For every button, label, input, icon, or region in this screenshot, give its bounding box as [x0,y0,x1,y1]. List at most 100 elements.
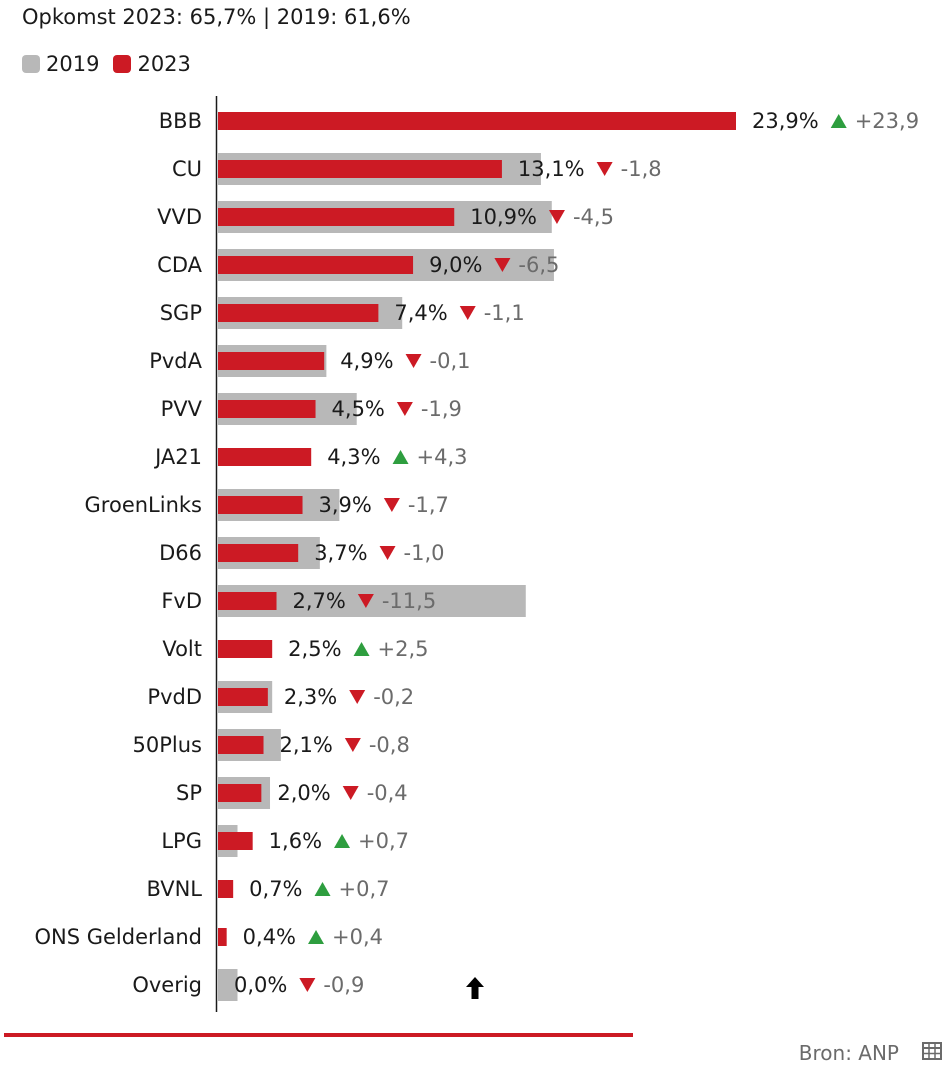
change-label-bvnl: +0,7 [339,877,390,901]
change-label-sp: -0,4 [367,781,408,805]
category-label-groenlinks: GroenLinks [85,493,202,517]
change-down-icon-d66 [379,546,396,560]
bar-2023-sgp [218,304,379,322]
category-label-50plus: 50Plus [133,733,202,757]
change-down-icon-groenlinks [383,498,400,512]
change-down-icon-cu [596,162,613,176]
bar-2023-sp [218,784,262,802]
bar-2023-volt [218,640,273,658]
value-label-pvda: 4,9% [340,349,393,373]
change-up-icon-volt [353,642,370,656]
category-label-sgp: SGP [160,301,202,325]
chart-subtitle: Opkomst 2023: 65,7% | 2019: 61,6% [22,5,411,29]
legend-item-2023[interactable]: 2023 [113,52,191,76]
value-label-vvd: 10,9% [470,205,537,229]
change-label-ons-gelderland: +0,4 [332,925,383,949]
value-label-cu: 13,1% [518,157,585,181]
change-up-icon-ons-gelderland [308,930,325,944]
bar-2023-pvdd [218,688,268,706]
change-down-icon-pvdd [349,690,366,704]
category-label-fvd: FvD [161,589,202,613]
bar-2023-d66 [218,544,299,562]
category-label-bvnl: BVNL [146,877,202,901]
change-down-icon-50plus [344,738,361,752]
legend-item-2019[interactable]: 2019 [22,52,99,76]
value-label-bvnl: 0,7% [249,877,302,901]
bottom-divider [4,1033,633,1037]
change-label-sgp: -1,1 [484,301,525,325]
category-label-cda: CDA [157,253,202,277]
change-down-icon-pvv [396,402,413,416]
change-label-d66: -1,0 [404,541,445,565]
value-label-bbb: 23,9% [752,109,819,133]
bar-2023-bbb [218,112,736,130]
bar-2023-ja21 [218,448,312,466]
change-label-pvv: -1,9 [421,397,462,421]
category-label-ja21: JA21 [153,445,202,469]
change-label-cu: -1,8 [621,157,662,181]
change-down-icon-overig [299,978,316,992]
change-label-pvda: -0,1 [430,349,471,373]
value-label-pvv: 4,5% [332,397,385,421]
value-label-groenlinks: 3,9% [319,493,372,517]
change-down-icon-sgp [459,306,476,320]
bar-2019-overig [218,969,238,1001]
table-icon[interactable] [922,1041,942,1061]
value-label-fvd: 2,7% [293,589,346,613]
value-label-lpg: 1,6% [269,829,322,853]
change-label-vvd: -4,5 [573,205,614,229]
change-down-icon-vvd [548,210,565,224]
change-label-50plus: -0,8 [369,733,410,757]
category-label-cu: CU [172,157,202,181]
category-label-vvd: VVD [157,205,202,229]
bar-2023-lpg [218,832,253,850]
legend-swatch-2019 [22,55,40,73]
category-label-volt: Volt [162,637,202,661]
value-label-sp: 2,0% [277,781,330,805]
category-label-d66: D66 [159,541,202,565]
change-up-icon-bbb [830,114,847,128]
value-label-cda: 9,0% [429,253,482,277]
value-label-d66: 3,7% [314,541,367,565]
change-down-icon-fvd [357,594,374,608]
change-label-groenlinks: -1,7 [408,493,449,517]
category-label-pvda: PvdA [149,349,202,373]
arrow-up-icon [466,977,484,999]
bar-2023-ons-gelderland [218,928,227,946]
bar-2023-bvnl [218,880,234,898]
value-label-sgp: 7,4% [394,301,447,325]
value-label-ja21: 4,3% [327,445,380,469]
bar-2023-cu [218,160,502,178]
category-label-pvdd: PvdD [147,685,202,709]
category-label-overig: Overig [132,973,202,997]
category-label-sp: SP [176,781,202,805]
legend-swatch-2023 [113,55,132,73]
bar-2023-pvv [218,400,316,418]
labels-layer: BBB 23,9% +23,9 CU 13,1% -1,8 VVD 10,9% -4,5 CDA 9… [35,109,920,997]
change-label-pvdd: -0,2 [373,685,414,709]
change-down-icon-sp [342,786,359,800]
value-label-overig: 0,0% [234,973,287,997]
chart-legend: 2019 2023 [22,52,191,76]
change-label-bbb: +23,9 [855,109,919,133]
category-label-lpg: LPG [161,829,202,853]
change-down-icon-cda [494,258,511,272]
change-label-cda: -6,5 [518,253,559,277]
change-label-ja21: +4,3 [417,445,468,469]
bar-chart: BBB 23,9% +23,9 CU 13,1% -1,8 VVD 10,9% -4,5 CDA 9… [35,96,920,1012]
bar-2023-vvd [218,208,455,226]
change-up-icon-lpg [334,834,351,848]
bar-2023-fvd [218,592,277,610]
category-label-ons-gelderland: ONS Gelderland [35,925,203,949]
value-label-pvdd: 2,3% [284,685,337,709]
bar-2023-pvda [218,352,325,370]
source-label: Bron: ANP [798,1041,899,1065]
value-label-volt: 2,5% [288,637,341,661]
bars-layer [218,112,736,1001]
change-label-overig: -0,9 [323,973,364,997]
change-down-icon-pvda [405,354,422,368]
value-label-ons-gelderland: 0,4% [243,925,296,949]
change-label-volt: +2,5 [378,637,429,661]
bar-2023-cda [218,256,414,274]
category-label-bbb: BBB [159,109,202,133]
